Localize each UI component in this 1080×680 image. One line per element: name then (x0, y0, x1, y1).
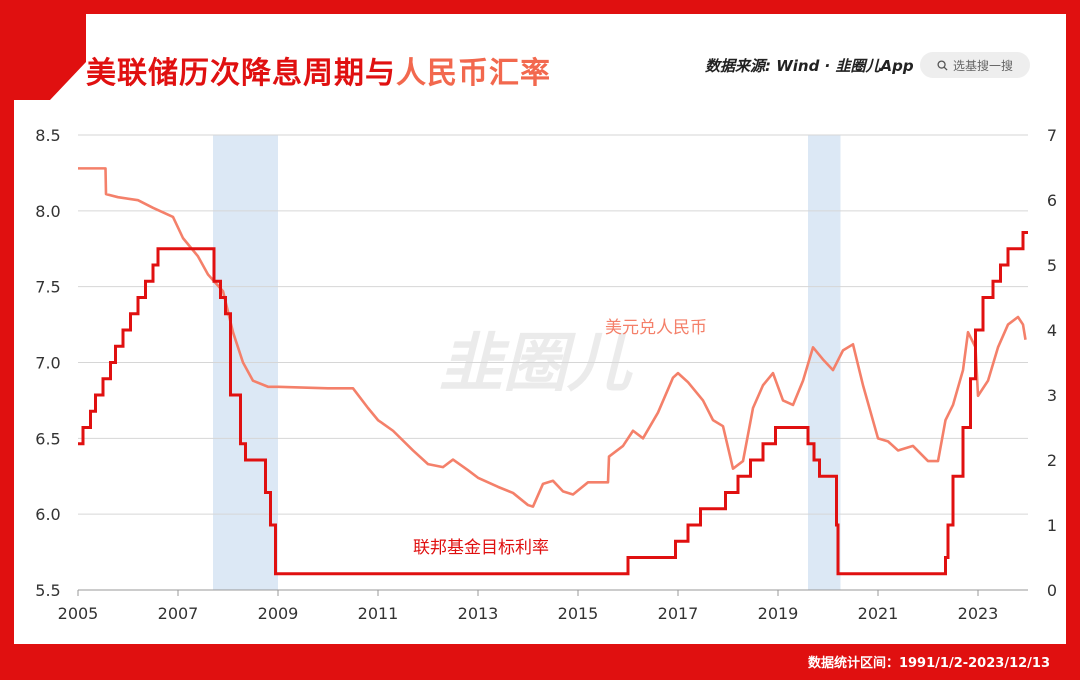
y-right-tick-label: 3 (1047, 386, 1057, 405)
y-left-tick-label: 6.5 (35, 429, 60, 448)
series-label-usdcny: 美元兑人民币 (605, 318, 707, 338)
x-tick-label: 2005 (58, 604, 99, 623)
y-right-tick-label: 7 (1047, 126, 1057, 145)
footer-date-range: 数据统计区间：1991/1/2-2023/12/13 (807, 656, 1050, 671)
y-right-tick-label: 2 (1047, 451, 1057, 470)
series-line-usdcny (78, 167, 1027, 508)
y-left-tick-label: 8.0 (35, 202, 60, 221)
y-left-tick-label: 8.5 (35, 126, 60, 145)
x-tick-label: 2011 (358, 604, 399, 623)
y-left-tick-label: 7.5 (35, 278, 60, 297)
search-icon (937, 59, 948, 71)
y-right-tick-label: 5 (1047, 256, 1057, 275)
y-left-tick-label: 5.5 (35, 581, 60, 600)
title-main: 美联储历次降息周期与 (86, 56, 396, 91)
x-tick-label: 2015 (558, 604, 599, 623)
x-tick-label: 2009 (258, 604, 299, 623)
search-placeholder: 选基搜一搜 (952, 58, 1013, 73)
corner-accent (14, 14, 86, 100)
y-right-tick-label: 0 (1047, 581, 1057, 600)
chart-card (14, 14, 1066, 644)
title-highlight: 人民币汇率 (396, 56, 551, 91)
y-right-tick-label: 1 (1047, 516, 1057, 535)
search-box[interactable]: 选基搜一搜 (920, 52, 1030, 78)
source-brand: 韭圈儿App (835, 57, 914, 75)
x-tick-label: 2007 (158, 604, 199, 623)
x-tick-label: 2023 (958, 604, 999, 623)
source-prefix: 数据来源: Wind · (705, 57, 836, 75)
y-right-tick-label: 6 (1047, 191, 1057, 210)
y-left-tick-label: 6.0 (35, 505, 60, 524)
y-right-tick-label: 4 (1047, 321, 1057, 340)
page-title: 美联储历次降息周期与人民币汇率 (86, 48, 551, 92)
x-tick-label: 2019 (758, 604, 799, 623)
x-tick-label: 2021 (858, 604, 899, 623)
x-tick-label: 2013 (458, 604, 499, 623)
data-source: 数据来源: Wind · 韭圈儿App (705, 55, 914, 76)
series-line-fedfunds (78, 231, 1028, 576)
series-label-fedfunds: 联邦基金目标利率 (413, 538, 549, 558)
y-left-tick-label: 7.0 (35, 354, 60, 373)
x-tick-label: 2017 (658, 604, 699, 623)
watermark: 韭圈儿 (439, 327, 633, 401)
